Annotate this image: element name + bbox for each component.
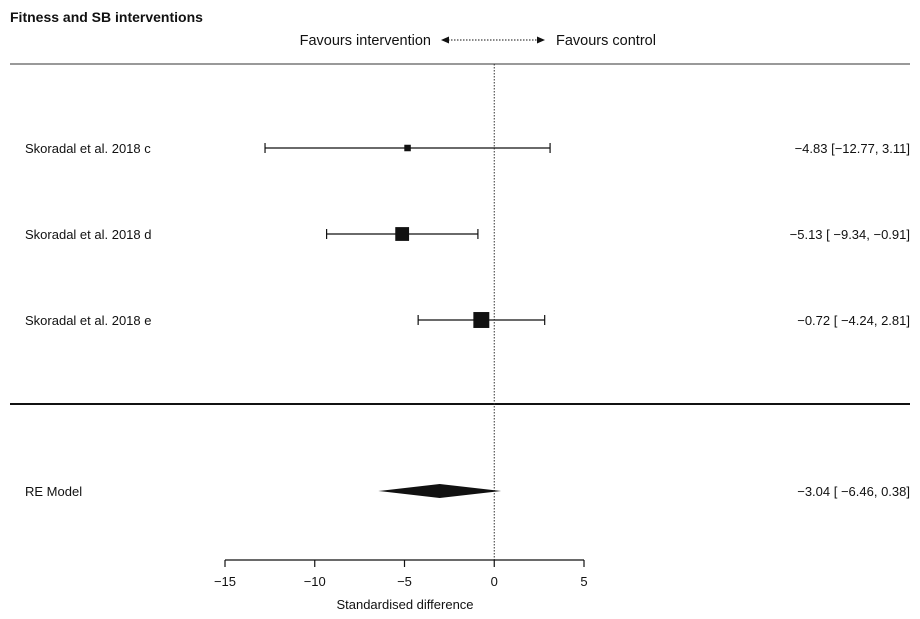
header-favours-intervention: Favours intervention [300, 33, 431, 49]
x-tick-label: −10 [304, 574, 326, 589]
study-row: Skoradal et al. 2018 c −4.83 [−12.77, 3.1… [25, 141, 910, 156]
summary-label: RE Model [25, 484, 82, 499]
study-point-estimate [473, 312, 490, 328]
x-tick-label: −15 [214, 574, 236, 589]
x-axis-label: Standardised difference [336, 597, 473, 612]
study-ci-text: −5.13 [ −9.34, −0.91] [790, 227, 910, 242]
study-point-estimate [404, 144, 411, 152]
summary-diamond [378, 484, 502, 498]
study-row: Skoradal et al. 2018 d −5.13 [ −9.34, −0.… [25, 227, 910, 242]
header-favours-control: Favours control [556, 33, 656, 49]
header-arrow-left-head [441, 36, 449, 44]
summary-ci-text: −3.04 [ −6.46, 0.38] [797, 484, 910, 499]
chart-title: Fitness and SB interventions [10, 9, 203, 25]
x-tick-label: 0 [491, 574, 498, 589]
summary-layer: RE Model −3.04 [ −6.46, 0.38] [25, 484, 910, 499]
header-arrow [441, 36, 545, 44]
study-layer: Skoradal et al. 2018 c −4.83 [−12.77, 3.1… [25, 141, 910, 328]
study-label: Skoradal et al. 2018 c [25, 141, 151, 156]
x-axis: −15 −10 −5 0 5 [214, 559, 588, 589]
header-arrow-right-head [537, 36, 545, 44]
study-ci-text: −0.72 [ −4.24, 2.81] [797, 313, 910, 328]
study-ci-text: −4.83 [−12.77, 3.11] [795, 141, 910, 156]
study-point-estimate [395, 227, 410, 241]
x-tick-label: 5 [580, 574, 587, 589]
study-row: Skoradal et al. 2018 e −0.72 [ −4.24, 2.8… [25, 312, 910, 328]
study-label: Skoradal et al. 2018 d [25, 227, 151, 242]
study-label: Skoradal et al. 2018 e [25, 313, 151, 328]
x-tick-label: −5 [397, 574, 412, 589]
